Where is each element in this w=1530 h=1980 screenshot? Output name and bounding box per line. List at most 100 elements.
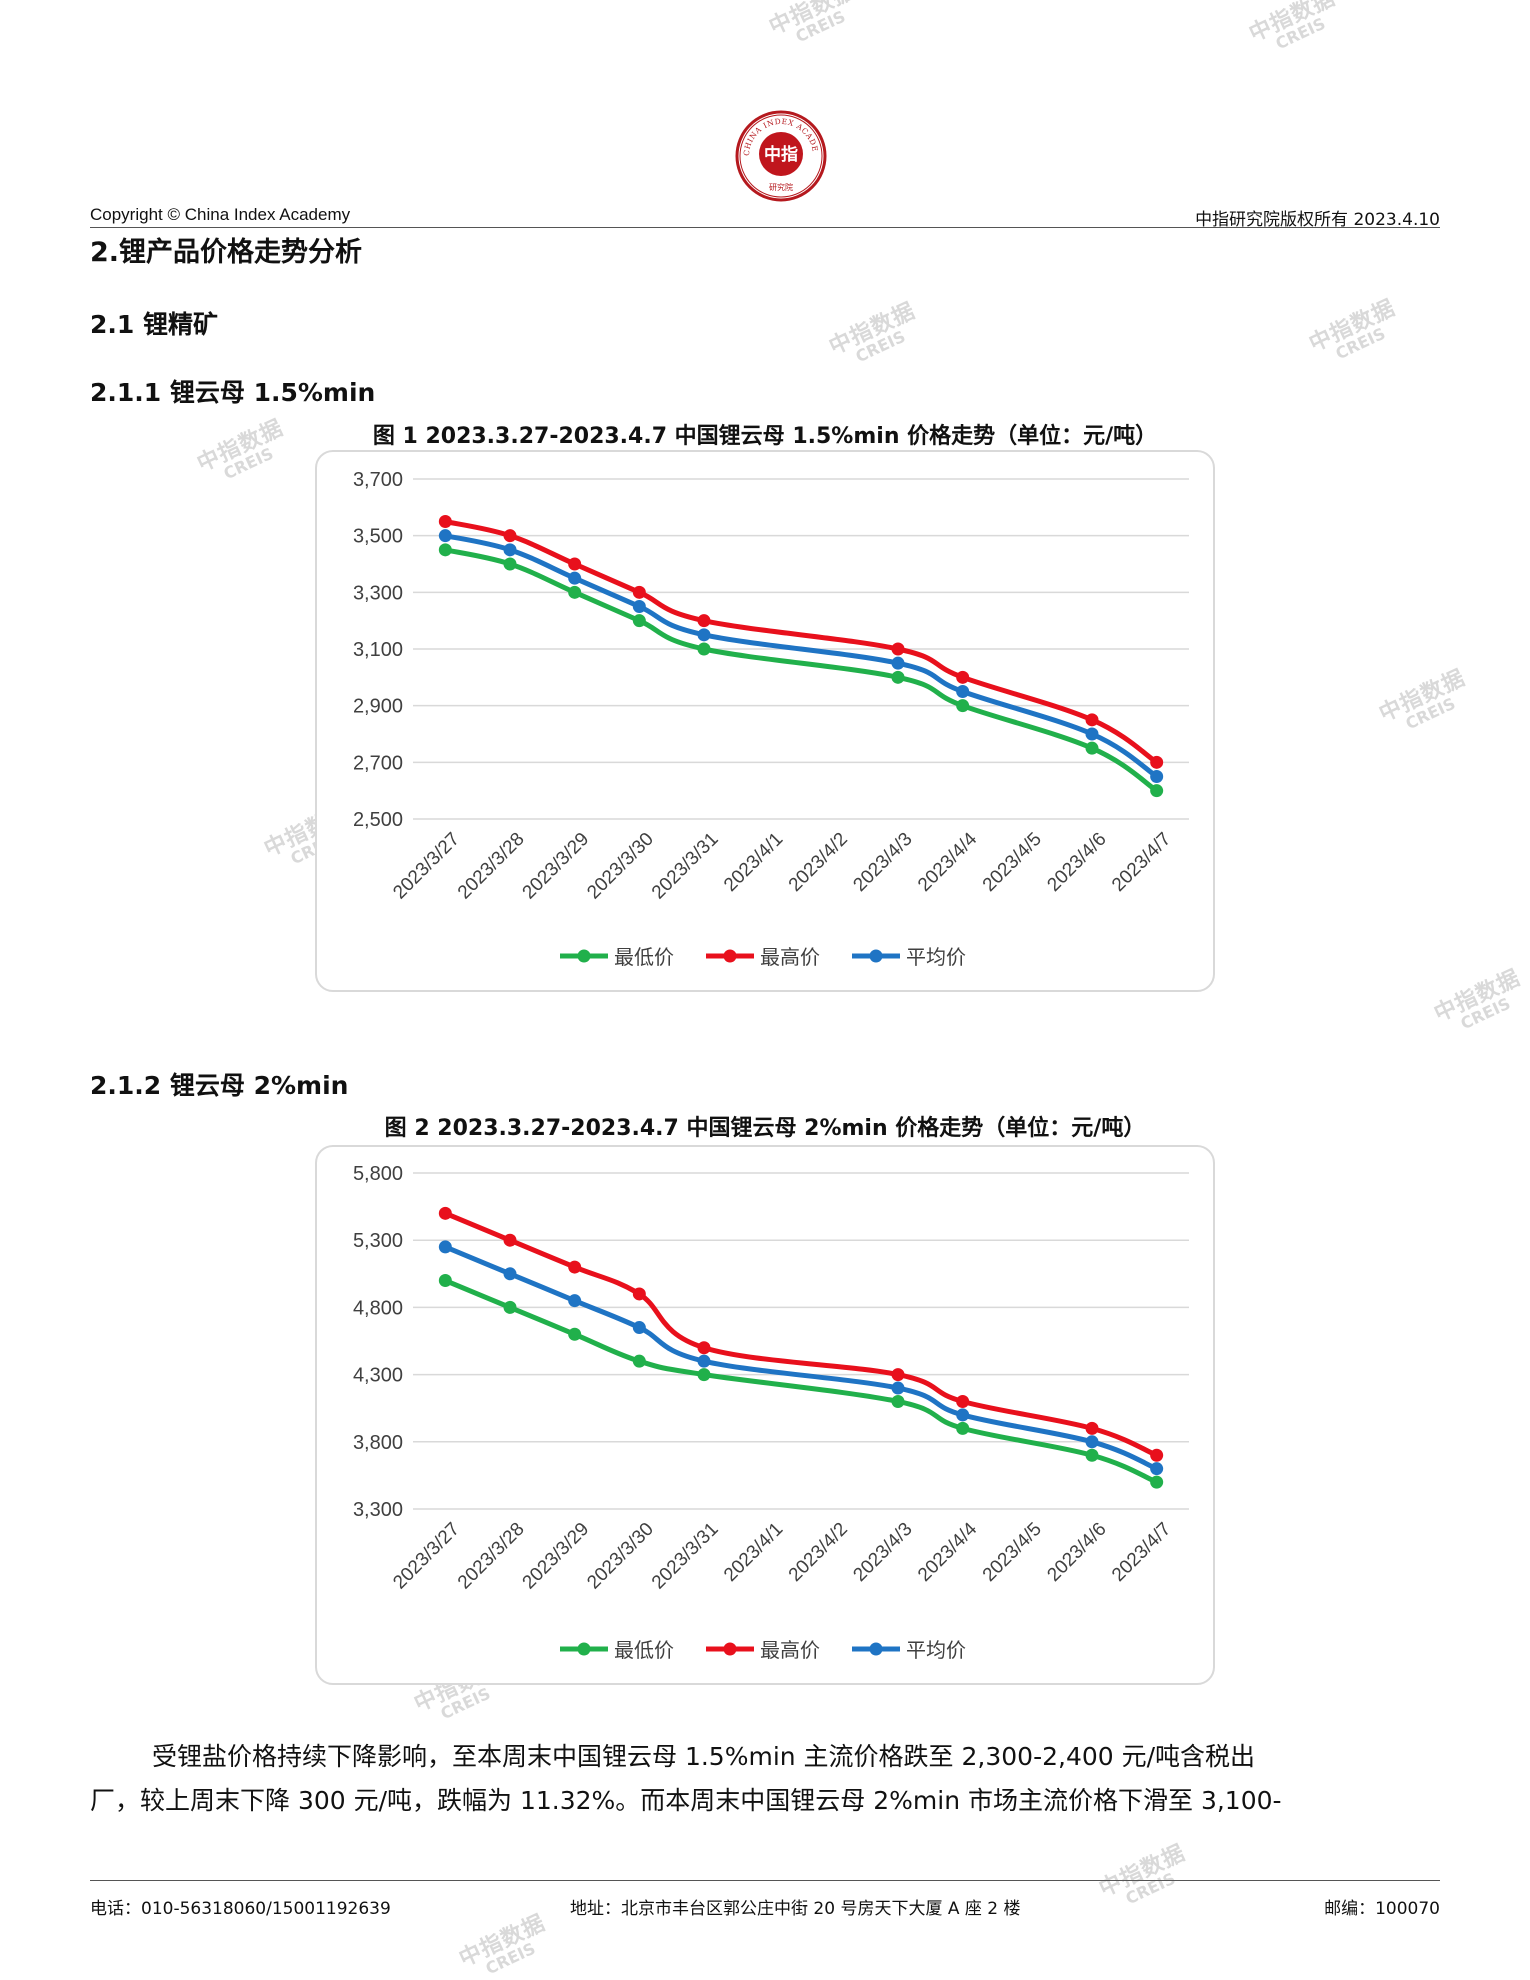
legend-marker xyxy=(723,1642,737,1656)
series-line xyxy=(442,547,1160,794)
data-point xyxy=(697,628,711,642)
data-point xyxy=(1150,755,1164,769)
data-point xyxy=(503,543,517,557)
series-line xyxy=(442,1278,1160,1485)
x-tick-label: 2023/3/28 xyxy=(454,829,529,904)
data-point xyxy=(632,585,646,599)
data-point xyxy=(503,1233,517,1247)
x-tick-label: 2023/4/7 xyxy=(1108,1519,1175,1586)
series-line xyxy=(442,1244,1160,1472)
data-point xyxy=(956,1421,970,1435)
legend-label: 平均价 xyxy=(906,945,966,969)
x-tick-label: 2023/4/5 xyxy=(979,829,1046,896)
footer-postcode: 邮编：100070 xyxy=(1324,1899,1440,1919)
y-tick-label: 3,500 xyxy=(353,526,403,548)
legend-label: 平均价 xyxy=(906,1638,966,1662)
data-point xyxy=(568,585,582,599)
y-tick-label: 3,100 xyxy=(353,639,403,661)
data-point xyxy=(697,614,711,628)
x-tick-label: 2023/3/27 xyxy=(389,1519,464,1594)
data-point xyxy=(568,1260,582,1274)
x-tick-label: 2023/4/6 xyxy=(1043,1519,1110,1586)
data-point xyxy=(438,1240,452,1254)
x-tick-label: 2023/4/4 xyxy=(914,828,981,895)
x-tick-label: 2023/3/31 xyxy=(648,1519,723,1594)
x-tick-label: 2023/3/28 xyxy=(454,1519,529,1594)
x-tick-label: 2023/3/29 xyxy=(519,1519,594,1594)
series-line xyxy=(442,519,1160,765)
header-divider xyxy=(90,227,1440,228)
header-rights: 中指研究院版权所有 2023.4.10 xyxy=(1195,210,1440,230)
figure-2-chart-frame: 3,300 3,800 4,300 4,800 5,300 5,800 2023/3/27… xyxy=(315,1145,1215,1685)
legend-marker xyxy=(577,949,591,963)
y-tick-label: 3,700 xyxy=(353,469,403,491)
data-point xyxy=(1150,1475,1164,1489)
data-point xyxy=(1085,1421,1099,1435)
data-point xyxy=(891,670,905,684)
data-point xyxy=(568,557,582,571)
y-tick-label: 5,300 xyxy=(353,1230,403,1252)
series-line xyxy=(442,1210,1160,1458)
data-point xyxy=(438,1206,452,1220)
data-point xyxy=(956,670,970,684)
x-tick-label: 2023/4/3 xyxy=(849,1519,916,1586)
data-point xyxy=(438,1274,452,1288)
data-point xyxy=(697,642,711,656)
series-line xyxy=(442,533,1160,779)
data-point xyxy=(568,1327,582,1341)
academy-logo: CHINA INDEX ACADEMY 中指 研究院 xyxy=(735,110,827,202)
data-point xyxy=(697,1341,711,1355)
x-tick-label: 2023/4/3 xyxy=(849,829,916,896)
y-tick-label: 5,800 xyxy=(353,1163,403,1185)
data-point xyxy=(1150,1448,1164,1462)
y-tick-label: 4,300 xyxy=(353,1365,403,1387)
data-point xyxy=(956,685,970,698)
y-tick-label: 2,900 xyxy=(353,696,403,718)
data-point xyxy=(891,656,905,670)
data-point xyxy=(632,614,646,628)
data-point xyxy=(568,1294,582,1308)
figure-1-chart-frame: 2,500 2,700 2,900 3,100 3,300 3,500 3,700 2023… xyxy=(315,450,1215,992)
data-point xyxy=(697,1354,711,1368)
legend-label: 最高价 xyxy=(760,945,820,969)
legend-marker xyxy=(869,1642,883,1656)
data-point xyxy=(1150,770,1164,783)
data-point xyxy=(891,1381,905,1395)
body-paragraph-line-1: 受锂盐价格持续下降影响，至本周末中国锂云母 1.5%min 主流价格跌至 2,3… xyxy=(152,1742,1256,1771)
legend-marker xyxy=(577,1642,591,1656)
y-tick-label: 2,700 xyxy=(353,752,403,774)
data-point xyxy=(503,1267,517,1281)
data-point xyxy=(956,1408,970,1422)
legend-marker xyxy=(723,949,737,963)
data-point xyxy=(632,1321,646,1335)
data-point xyxy=(956,1394,970,1408)
data-point xyxy=(1085,1435,1099,1449)
x-tick-label: 2023/4/2 xyxy=(785,829,852,896)
x-tick-label: 2023/4/1 xyxy=(720,1519,787,1586)
subsubsection-heading-1: 2.1.1 锂云母 1.5%min xyxy=(90,378,376,407)
x-tick-label: 2023/4/5 xyxy=(979,1519,1046,1586)
y-tick-label: 4,800 xyxy=(353,1297,403,1319)
x-tick-label: 2023/3/29 xyxy=(519,829,594,904)
data-point xyxy=(1085,727,1099,741)
legend-label: 最低价 xyxy=(614,1638,674,1662)
x-tick-label: 2023/3/27 xyxy=(389,829,464,904)
figure-1-title: 图 1 2023.3.27-2023.4.7 中国锂云母 1.5%min 价格走… xyxy=(372,424,1158,449)
data-point xyxy=(632,1287,646,1301)
footer-divider xyxy=(90,1880,1440,1881)
data-point xyxy=(697,1368,711,1382)
data-point xyxy=(956,699,970,713)
x-tick-label: 2023/4/1 xyxy=(720,829,787,896)
data-point xyxy=(1150,784,1164,798)
data-point xyxy=(503,557,517,571)
figure-2-title: 图 2 2023.3.27-2023.4.7 中国锂云母 2%min 价格走势（… xyxy=(384,1116,1146,1141)
data-point xyxy=(503,1300,517,1314)
x-tick-label: 2023/4/4 xyxy=(914,1518,981,1585)
data-point xyxy=(891,642,905,656)
